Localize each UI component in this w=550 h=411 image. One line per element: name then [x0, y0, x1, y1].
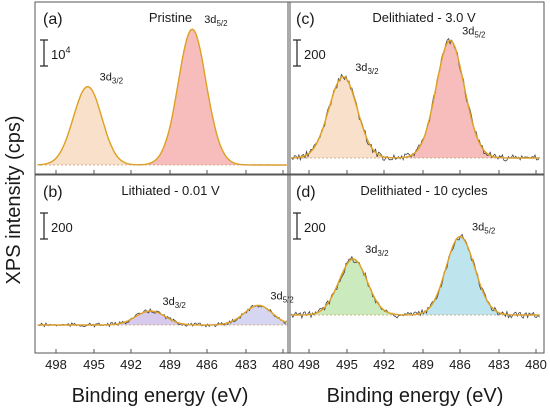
x-tick-label: 498	[45, 357, 67, 372]
peak-label-main: 3d	[365, 244, 377, 256]
scale-bar-value: 200	[51, 220, 73, 235]
peak-label-main: 3d	[163, 296, 175, 308]
spectrum-envelope-line	[291, 235, 540, 316]
peak-label: 3d5/2	[462, 25, 486, 39]
peak-fill-3-2	[290, 259, 417, 315]
peak-label: 3d3/2	[100, 72, 124, 86]
peak-label-sub: 5/2	[474, 30, 486, 39]
scale-bar-label: 104	[51, 45, 70, 62]
x-tick-label: 492	[120, 357, 142, 372]
peak-fill-3-2	[87, 311, 214, 325]
scale-bar-exponent: 4	[65, 45, 70, 55]
panel-label: (c)	[296, 11, 315, 28]
panel-frame	[34, 1, 291, 175]
x-tick-label: 489	[412, 357, 434, 372]
y-axis-label: XPS intensity (cps)	[3, 116, 25, 285]
peak-fill-5-2	[397, 236, 524, 315]
x-tick-label: 489	[159, 357, 181, 372]
peak-label-main: 3d	[462, 25, 474, 37]
x-tick-label: 480	[525, 357, 547, 372]
peak-fill-5-2	[386, 40, 514, 158]
x-tick-label: 495	[83, 357, 105, 372]
x-tick-label: 495	[336, 357, 358, 372]
peak-label: 3d5/2	[204, 14, 228, 28]
panel-label: (a)	[43, 11, 63, 28]
peak-fill-5-2	[128, 29, 256, 166]
peak-label-main: 3d	[355, 62, 367, 74]
peak-label: 3d3/2	[365, 244, 389, 258]
peak-label-sub: 3/2	[377, 249, 389, 258]
peak-label-sub: 5/2	[216, 19, 228, 28]
panel-frame	[287, 174, 545, 354]
peak-label: 3d5/2	[270, 290, 294, 304]
peak-label: 3d3/2	[163, 296, 187, 310]
peak-label-sub: 3/2	[175, 301, 187, 310]
x-axis-label-left: Binding energy (eV)	[72, 385, 249, 407]
peak-fill-5-2	[194, 305, 288, 325]
peak-label: 3d3/2	[355, 62, 379, 76]
peak-label-main: 3d	[270, 290, 282, 302]
peak-label-main: 3d	[472, 222, 484, 234]
spectrum-envelope-line	[38, 304, 287, 326]
panel-label: (d)	[296, 184, 316, 201]
scale-bar-label: 200	[304, 220, 326, 235]
peak-fill-3-2	[290, 76, 407, 158]
panel-title: Pristine	[149, 10, 192, 25]
x-tick-label: 486	[449, 357, 471, 372]
peak-label-sub: 5/2	[484, 227, 496, 236]
scale-bar-value: 200	[304, 220, 326, 235]
panel-frame	[34, 174, 291, 354]
scale-bar-value: 10	[51, 47, 65, 62]
x-tick-label: 498	[298, 357, 320, 372]
x-tick-label: 486	[196, 357, 218, 372]
x-tick-label: 492	[373, 357, 395, 372]
peak-label-main: 3d	[204, 14, 216, 26]
spectrum-envelope-line	[291, 39, 540, 159]
scale-bar-label: 200	[51, 220, 73, 235]
panel-title: Delithiated - 3.0 V	[372, 10, 476, 25]
peak-label-main: 3d	[100, 72, 112, 84]
x-axis-label-right: Binding energy (eV)	[327, 385, 504, 407]
panel-title: Lithiated - 0.01 V	[121, 183, 220, 198]
peak-label-sub: 3/2	[367, 67, 379, 76]
peak-fill-3-2	[37, 86, 151, 165]
scale-bar-value: 200	[304, 47, 326, 62]
x-tick-label: 480	[272, 357, 294, 372]
scale-bar-label: 200	[304, 47, 326, 62]
panel-title: Delithiated - 10 cycles	[360, 183, 488, 198]
panel-label: (b)	[43, 184, 63, 201]
x-tick-label: 483	[235, 357, 257, 372]
peak-label: 3d5/2	[472, 222, 496, 236]
panel-frame	[287, 1, 545, 175]
x-tick-label: 483	[488, 357, 510, 372]
peak-label-sub: 3/2	[112, 77, 124, 86]
